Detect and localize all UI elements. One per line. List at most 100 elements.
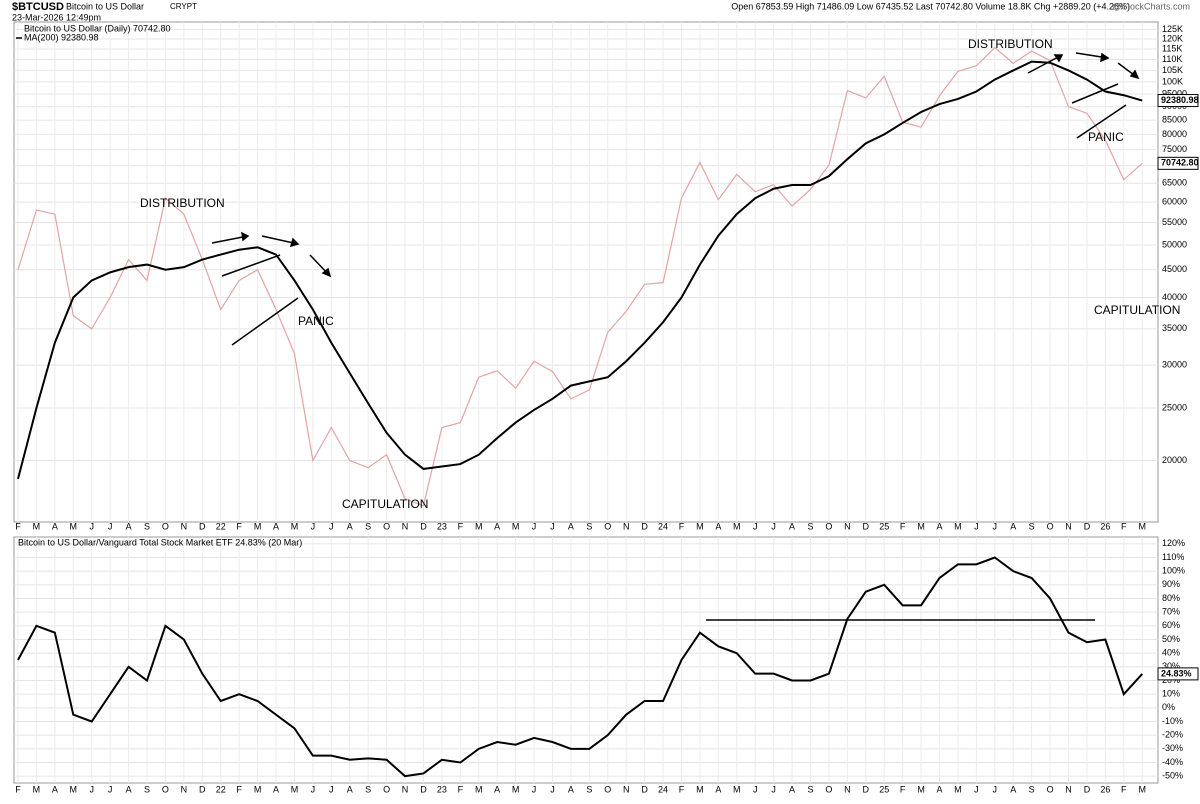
x-tick-label: S: [586, 784, 592, 794]
last-value-badge: [1157, 667, 1199, 681]
x-tick-label: N: [402, 784, 409, 794]
x-tick-label: F: [1121, 521, 1127, 531]
x-tick-label: A: [936, 784, 942, 794]
y-tick-label: 105K: [1162, 65, 1183, 75]
x-tick-label: J: [771, 521, 776, 531]
x-tick-label: D: [863, 521, 870, 531]
grid: 125K120K115K110K105K100K9500090000850008…: [14, 22, 1187, 794]
x-tick-label: S: [1029, 521, 1035, 531]
x-tick-label: S: [807, 784, 813, 794]
date: 23-Mar-2026 12:49pm: [12, 12, 101, 22]
x-tick-label: N: [623, 521, 630, 531]
x-tick-label: N: [181, 521, 188, 531]
x-tick-label: A: [1010, 784, 1016, 794]
x-tick-label: A: [126, 521, 132, 531]
last-value-label: 92380.98: [1161, 95, 1199, 105]
y-tick-label: 125K: [1162, 24, 1183, 34]
y-tick-label: 50000: [1162, 239, 1187, 249]
y-tick-label: 110%: [1162, 552, 1184, 562]
x-tick-label: O: [1047, 784, 1054, 794]
y-tick-label: 115K: [1162, 43, 1182, 53]
panel-frame: [13, 21, 1159, 523]
x-tick-label: M: [70, 521, 78, 531]
x-tick-label: A: [715, 784, 721, 794]
x-tick-label: A: [273, 784, 279, 794]
x-tick-label: M: [291, 521, 299, 531]
x-tick-label: A: [789, 784, 795, 794]
x-tick-label: 25: [879, 521, 889, 531]
x-tick-label: A: [715, 521, 721, 531]
y-tick-label: 120K: [1162, 33, 1183, 43]
x-tick-label: D: [420, 521, 427, 531]
y-tick-label: 10%: [1162, 689, 1180, 699]
x-tick-label: M: [954, 521, 962, 531]
y-tick-label: 50%: [1162, 634, 1180, 644]
x-tick-label: M: [33, 784, 41, 794]
y-tick-label: 120%: [1162, 538, 1185, 548]
x-tick-label: J: [993, 784, 998, 794]
trend-line: [221, 254, 281, 277]
x-tick-label: M: [954, 784, 962, 794]
x-tick-label: 22: [216, 521, 226, 531]
y-tick-label: 80000: [1162, 129, 1187, 139]
y-tick-label: -50%: [1162, 771, 1183, 781]
x-tick-label: O: [383, 521, 390, 531]
last-value-label: 24.83%: [1161, 668, 1192, 678]
x-tick-label: D: [1084, 521, 1091, 531]
y-tick-label: 75000: [1162, 144, 1187, 154]
x-tick-label: A: [494, 521, 500, 531]
x-tick-label: F: [679, 784, 685, 794]
annotation: DISTRIBUTION: [140, 196, 225, 210]
x-tick-label: O: [1047, 521, 1054, 531]
x-tick-label: J: [89, 784, 94, 794]
x-tick-label: O: [162, 521, 169, 531]
x-tick-label: J: [532, 521, 537, 531]
y-tick-label: 65000: [1162, 178, 1187, 188]
y-tick-label: 110K: [1162, 54, 1182, 64]
x-tick-label: A: [347, 521, 353, 531]
annotation: CAPITULATION: [1094, 303, 1180, 317]
y-tick-label: 100%: [1162, 566, 1185, 576]
x-tick-label: N: [844, 521, 851, 531]
y-tick-label: 95000: [1162, 88, 1187, 98]
exchange: CRYPT: [170, 2, 197, 11]
x-tick-label: O: [825, 521, 832, 531]
x-tick-label: S: [144, 784, 150, 794]
y-tick-label: 30%: [1162, 661, 1180, 671]
x-tick-label: A: [568, 521, 574, 531]
last-value-label: 70742.80: [1161, 158, 1199, 168]
x-tick-label: J: [550, 784, 555, 794]
y-tick-label: 35000: [1162, 323, 1187, 333]
y-tick-label: 80%: [1162, 593, 1180, 603]
x-tick-label: J: [753, 521, 758, 531]
x-tick-label: O: [162, 784, 169, 794]
quote: Open 67853.59 High 71486.09 Low 67435.52…: [731, 1, 1130, 11]
x-tick-label: N: [402, 521, 409, 531]
x-tick-label: A: [52, 784, 58, 794]
x-tick-label: M: [696, 784, 704, 794]
x-tick-label: J: [108, 784, 113, 794]
x-tick-label: S: [807, 521, 813, 531]
x-tick-label: N: [844, 784, 851, 794]
annotation: DISTRIBUTION: [968, 37, 1053, 51]
series-line: [17, 60, 1143, 480]
y-tick-label: 45000: [1162, 264, 1187, 274]
x-tick-label: J: [753, 784, 758, 794]
x-tick-label: 23: [437, 784, 447, 794]
annotation: PANIC: [298, 314, 334, 328]
legend-entry: MA(200) 92380.98: [24, 32, 99, 42]
x-tick-label: M: [1138, 521, 1146, 531]
x-tick-label: F: [15, 521, 21, 531]
symbol-name: Bitcoin to US Dollar: [66, 1, 144, 11]
x-tick-label: J: [532, 784, 537, 794]
x-tick-label: M: [1138, 784, 1146, 794]
x-tick-label: D: [641, 521, 648, 531]
symbol: $BTCUSD: [12, 1, 64, 13]
last-value-badge: [1157, 94, 1199, 108]
y-tick-label: 100K: [1162, 76, 1183, 86]
x-tick-label: M: [33, 521, 41, 531]
series-line: [17, 46, 1143, 507]
x-tick-label: M: [733, 784, 741, 794]
x-tick-label: N: [181, 784, 188, 794]
